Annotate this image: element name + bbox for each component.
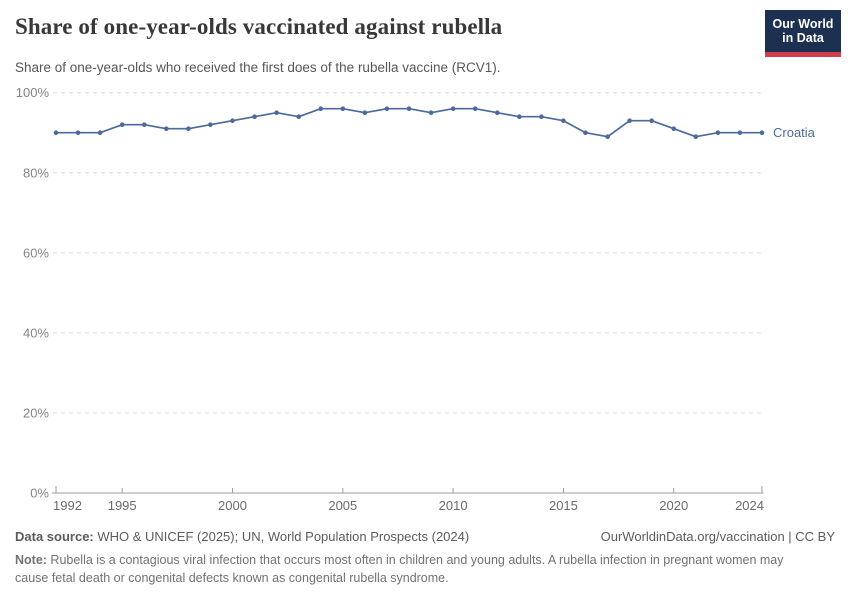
data-point[interactable] <box>583 130 588 135</box>
data-source-text: WHO & UNICEF (2025); UN, World Populatio… <box>93 529 470 544</box>
data-point[interactable] <box>119 122 125 127</box>
page-title: Share of one-year-olds vaccinated agains… <box>15 14 503 39</box>
data-point[interactable] <box>142 122 147 127</box>
y-axis-tick-label: 40% <box>23 325 49 340</box>
y-axis-tick-label: 20% <box>23 405 49 420</box>
note-label: Note: <box>15 553 47 567</box>
data-point[interactable] <box>318 106 324 111</box>
series-end-label: Croatia <box>773 125 816 140</box>
data-point[interactable] <box>693 134 699 139</box>
data-point[interactable] <box>208 122 213 127</box>
data-point[interactable] <box>517 114 522 119</box>
page-subtitle: Share of one-year-olds who received the … <box>15 60 501 75</box>
data-point[interactable] <box>296 114 302 119</box>
x-axis-tick-label: 2005 <box>328 498 357 513</box>
data-point[interactable] <box>362 110 368 115</box>
data-point[interactable] <box>252 114 257 119</box>
data-point[interactable] <box>164 126 169 131</box>
y-axis-tick-label: 80% <box>23 165 49 180</box>
data-point[interactable] <box>340 106 346 111</box>
owid-logo: Our World in Data <box>765 10 841 57</box>
data-point[interactable] <box>186 126 191 131</box>
data-point[interactable] <box>671 126 677 131</box>
data-point[interactable] <box>605 134 610 139</box>
x-axis-tick-label: 1995 <box>108 498 137 513</box>
data-source: Data source: WHO & UNICEF (2025); UN, Wo… <box>15 529 469 544</box>
data-point[interactable] <box>450 106 456 111</box>
x-axis-tick-label: 1992 <box>53 498 82 513</box>
owid-logo-line2: in Data <box>782 31 824 45</box>
data-point[interactable] <box>230 118 235 123</box>
chart-footer: Data source: WHO & UNICEF (2025); UN, Wo… <box>15 529 835 544</box>
owid-logo-line1: Our World <box>772 16 834 31</box>
note-text: Rubella is a contagious viral infection … <box>15 553 784 585</box>
x-axis-tick-label: 2000 <box>218 498 247 513</box>
data-point[interactable] <box>274 110 279 115</box>
y-axis-tick-label: 60% <box>23 245 49 260</box>
data-point[interactable] <box>75 130 81 135</box>
data-point[interactable] <box>759 130 765 135</box>
data-point[interactable] <box>495 110 500 115</box>
x-axis-tick-label: 2020 <box>659 498 688 513</box>
data-point[interactable] <box>627 118 632 123</box>
owid-license-link[interactable]: OurWorldinData.org/vaccination | CC BY <box>600 529 835 544</box>
chart-note: Note: Rubella is a contagious viral infe… <box>15 552 820 587</box>
data-point[interactable] <box>472 106 478 111</box>
data-point[interactable] <box>715 130 721 135</box>
data-source-label: Data source: <box>15 529 94 544</box>
data-point[interactable] <box>428 110 434 115</box>
data-point[interactable] <box>406 106 412 111</box>
y-axis-tick-label: 0% <box>30 486 49 501</box>
data-point[interactable] <box>649 118 654 123</box>
data-point[interactable] <box>97 130 103 135</box>
data-point[interactable] <box>53 130 59 135</box>
data-point[interactable] <box>384 106 390 111</box>
x-axis-tick-label: 2024 <box>735 498 764 513</box>
x-axis-tick-label: 2010 <box>439 498 468 513</box>
y-axis-tick-label: 100% <box>16 85 50 100</box>
data-point[interactable] <box>539 114 544 119</box>
data-point[interactable] <box>561 118 566 123</box>
line-chart: 0% 20% 40% 60% 80% 100% 1992 1995 2000 2005 2010 20… <box>16 85 816 513</box>
data-line <box>56 107 762 138</box>
data-point[interactable] <box>737 130 743 135</box>
x-axis-tick-label: 2015 <box>549 498 578 513</box>
